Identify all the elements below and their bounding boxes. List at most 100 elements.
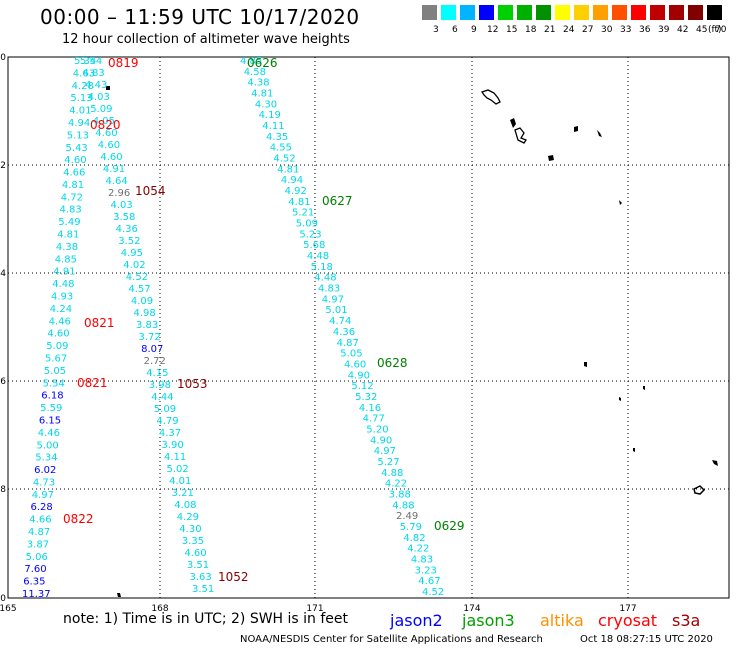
wave-height-value: 4.85 — [55, 254, 77, 265]
page-title: 00:00 – 11:59 UTC 10/17/2020 — [40, 5, 360, 29]
wave-height-value: 5.13 — [67, 130, 89, 141]
legend-swatch — [422, 5, 437, 20]
wave-height-value: 5.05 — [340, 349, 362, 360]
y-tick-label: -6 — [0, 377, 6, 387]
satellite-name: cryosat — [598, 611, 658, 630]
wave-height-value: 4.77 — [363, 414, 385, 425]
wave-height-value: 3.52 — [118, 236, 140, 247]
legend-swatch — [669, 5, 684, 20]
legend-label: 33 — [620, 25, 632, 35]
wave-height-value: 5.09 — [46, 341, 68, 352]
wave-height-value: 3.88 — [389, 490, 411, 501]
pass-time-label: 1052 — [218, 570, 249, 584]
wave-height-value: 4.93 — [51, 292, 73, 303]
wave-height-value: 5.06 — [26, 552, 48, 563]
wave-height-value: 3.83 — [136, 320, 158, 331]
wave-height-value: 4.36 — [333, 327, 355, 338]
legend-label: 39 — [658, 25, 670, 35]
wave-height-value: 4.97 — [322, 294, 344, 305]
wave-height-value: 4.95 — [121, 248, 143, 259]
legend-swatch — [460, 5, 475, 20]
wave-height-value: 2.72 — [144, 356, 166, 367]
wave-height-value: 4.90 — [370, 435, 392, 446]
wave-height-value: 4.81 — [62, 180, 84, 191]
wave-height-value: 5.12 — [351, 381, 373, 392]
legend-label: 42 — [677, 25, 689, 35]
wave-height-value: 4.02 — [123, 260, 145, 271]
wave-height-value: 5.23 — [299, 229, 321, 240]
wave-height-value: 4.97 — [374, 446, 396, 457]
wave-height-value: 3.51 — [187, 560, 209, 571]
wave-height-value: 4.94 — [281, 175, 303, 186]
wave-height-value: 4.64 — [106, 176, 128, 187]
wave-height-value: 3.23 — [415, 565, 437, 576]
generated-timestamp: Oct 18 08:27:15 UTC 2020 — [580, 634, 713, 645]
wave-height-value: 4.44 — [151, 392, 173, 403]
wave-height-value: 5.49 — [58, 217, 80, 228]
wave-height-value: 4.43 — [85, 80, 107, 91]
wave-height-value: 4.03 — [111, 200, 133, 211]
wave-height-value: 4.52 — [422, 587, 444, 598]
pass-time-label: 0626 — [247, 56, 278, 70]
wave-height-value: 4.30 — [255, 99, 277, 110]
wave-height-value: 4.66 — [63, 168, 85, 179]
pass-time-label: 1054 — [135, 184, 166, 198]
wave-height-value: 4.38 — [56, 242, 78, 253]
wave-height-value: 4.16 — [359, 403, 381, 414]
wave-height-value: 4.11 — [164, 452, 186, 463]
island — [712, 460, 718, 466]
legend-label: 21 — [544, 25, 556, 35]
legend-label: 70 — [715, 25, 727, 35]
page-subtitle: 12 hour collection of altimeter wave hei… — [62, 32, 350, 47]
wave-height-value: 4.28 — [72, 81, 94, 92]
islands-layer — [106, 86, 718, 597]
wave-height-value: 4.52 — [273, 154, 295, 165]
x-tick-label: 177 — [619, 604, 636, 614]
legend-swatch — [441, 5, 456, 20]
wave-height-value: 3.51 — [192, 584, 214, 595]
wave-height-value: 4.19 — [259, 110, 281, 121]
wave-height-value: 4.88 — [381, 468, 403, 479]
satellite-name: s3a — [672, 611, 701, 630]
x-tick-label: 168 — [151, 604, 168, 614]
island — [633, 448, 635, 452]
wave-height-value: 4.83 — [318, 284, 340, 295]
wave-height-value: 4.94 — [68, 118, 90, 129]
legend-swatch — [707, 5, 722, 20]
legend-swatch — [555, 5, 570, 20]
wave-height-value: 5.01 — [325, 305, 347, 316]
legend-swatch — [593, 5, 608, 20]
wave-height-value: 3.72 — [139, 332, 161, 343]
wave-height-value: 5.05 — [44, 366, 66, 377]
wave-height-value: 4.48 — [52, 279, 74, 290]
island — [574, 126, 578, 132]
wave-height-value: 3.63 — [190, 572, 212, 583]
island — [584, 362, 587, 367]
wave-height-value: 5.18 — [311, 262, 333, 273]
legend-swatch — [612, 5, 627, 20]
wave-height-value: 4.97 — [32, 490, 54, 501]
satellite-name: altika — [540, 611, 584, 630]
wave-height-value: 4.22 — [385, 479, 407, 490]
y-tick-label: -8 — [0, 485, 6, 495]
wave-height-value: 4.73 — [33, 477, 55, 488]
wave-height-value: 5.00 — [37, 440, 59, 451]
wave-height-value: 4.55 — [270, 143, 292, 154]
legend-swatch — [517, 5, 532, 20]
island — [619, 397, 621, 401]
map-frame — [7, 56, 730, 599]
wave-height-value: 4.72 — [61, 192, 83, 203]
pass-time-label: 0820 — [90, 118, 121, 132]
wave-height-value: 4.60 — [98, 140, 120, 151]
wave-height-value: 3.87 — [27, 539, 49, 550]
wave-height-value: 4.30 — [179, 524, 201, 535]
island — [117, 593, 121, 597]
wave-height-value: 4.57 — [128, 284, 150, 295]
x-tick-label: 171 — [306, 604, 323, 614]
wave-height-value: 4.74 — [329, 316, 351, 327]
y-tick-label: -10 — [0, 594, 6, 604]
legend-label: 24 — [563, 25, 575, 35]
wave-height-value: 4.92 — [285, 186, 307, 197]
wave-height-value: 4.22 — [407, 544, 429, 555]
wave-height-value: 6.35 — [23, 577, 45, 588]
